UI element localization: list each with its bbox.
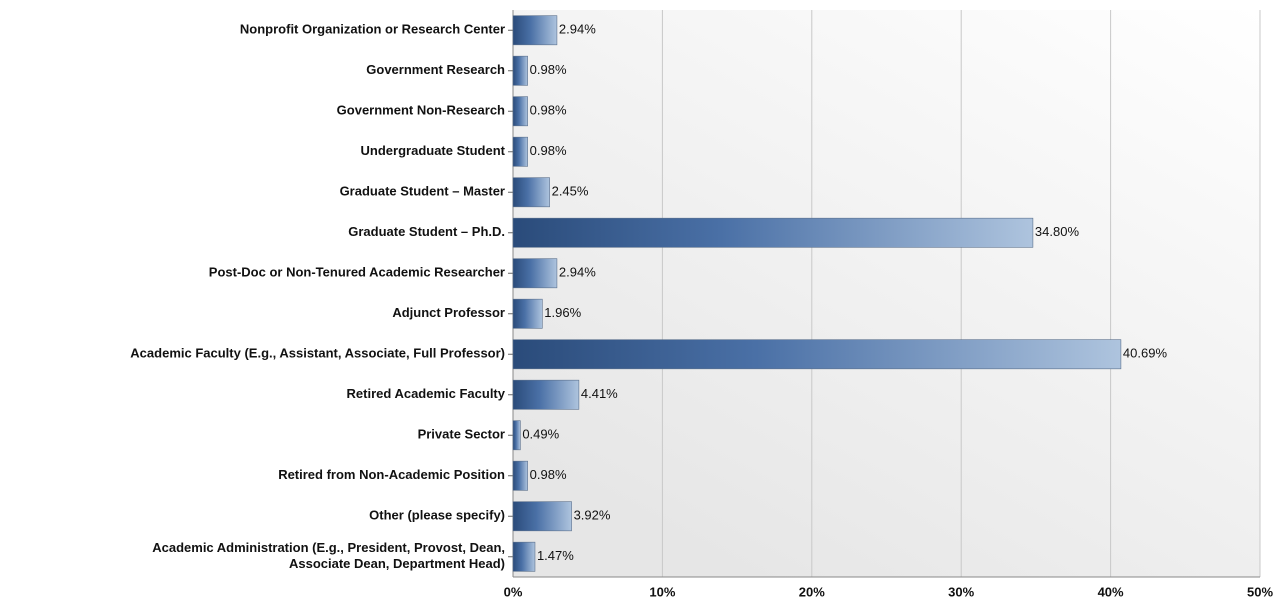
x-tick-label: 30%	[948, 584, 974, 599]
label-line: Government Research	[366, 62, 505, 77]
label-line: Associate Dean, Department Head)	[289, 556, 505, 571]
bar	[512, 136, 528, 167]
bar	[512, 15, 558, 46]
bar	[512, 177, 550, 208]
bar	[512, 339, 1122, 370]
label-line: Nonprofit Organization or Research Cente…	[240, 22, 505, 37]
value-label: 4.41%	[581, 386, 618, 401]
bar	[512, 55, 528, 86]
y-tick-label: Government Non-Research	[337, 103, 505, 118]
y-tick-label: Private Sector	[418, 427, 505, 442]
x-tick-label: 0%	[504, 584, 523, 599]
label-line: Undergraduate Student	[361, 143, 506, 158]
bar	[512, 420, 521, 451]
x-tick-label: 10%	[649, 584, 675, 599]
label-line: Graduate Student – Master	[340, 184, 505, 199]
value-label: 0.98%	[530, 467, 567, 482]
label-line: Academic Faculty (E.g., Assistant, Assoc…	[130, 346, 505, 361]
plot-background	[513, 10, 1260, 577]
bar	[512, 379, 580, 410]
label-line: Post-Doc or Non-Tenured Academic Researc…	[209, 265, 505, 280]
value-label: 0.98%	[530, 62, 567, 77]
x-tick-label: 20%	[799, 584, 825, 599]
y-tick-label: Graduate Student – Master	[340, 184, 505, 199]
value-label: 3.92%	[574, 508, 611, 523]
label-line: Retired from Non-Academic Position	[278, 467, 505, 482]
value-label: 2.94%	[559, 22, 596, 37]
label-line: Other (please specify)	[369, 508, 505, 523]
y-tick-label: Academic Faculty (E.g., Assistant, Assoc…	[130, 346, 505, 361]
value-label: 34.80%	[1035, 224, 1080, 239]
label-line: Graduate Student – Ph.D.	[348, 224, 505, 239]
y-tick-label: Retired Academic Faculty	[347, 386, 506, 401]
value-label: 0.98%	[530, 143, 567, 158]
value-label: 2.45%	[552, 184, 589, 199]
bar	[512, 96, 528, 127]
value-label: 0.98%	[530, 103, 567, 118]
value-label: 2.94%	[559, 265, 596, 280]
label-line: Government Non-Research	[337, 103, 505, 118]
y-tick-label: Nonprofit Organization or Research Cente…	[240, 22, 505, 37]
y-tick-label: Undergraduate Student	[361, 143, 506, 158]
y-tick-label: Academic Administration (E.g., President…	[152, 540, 505, 571]
value-label: 1.47%	[537, 548, 574, 563]
label-line: Private Sector	[418, 427, 505, 442]
bar	[512, 217, 1034, 248]
bar	[512, 258, 558, 289]
y-tick-label: Graduate Student – Ph.D.	[348, 224, 505, 239]
y-tick-label: Government Research	[366, 62, 505, 77]
label-line: Academic Administration (E.g., President…	[152, 540, 505, 555]
label-line: Adjunct Professor	[392, 305, 505, 320]
bar	[512, 298, 543, 329]
value-label: 40.69%	[1123, 346, 1168, 361]
y-tick-label: Other (please specify)	[369, 508, 505, 523]
y-tick-label: Post-Doc or Non-Tenured Academic Researc…	[209, 265, 505, 280]
label-line: Retired Academic Faculty	[347, 386, 506, 401]
y-tick-label: Adjunct Professor	[392, 305, 505, 320]
value-label: 1.96%	[544, 305, 581, 320]
x-tick-label: 40%	[1098, 584, 1124, 599]
bar	[512, 501, 572, 532]
bar	[512, 460, 528, 491]
bar	[512, 541, 536, 572]
x-tick-label: 50%	[1247, 584, 1273, 599]
value-label: 0.49%	[522, 427, 559, 442]
y-tick-label: Retired from Non-Academic Position	[278, 467, 505, 482]
